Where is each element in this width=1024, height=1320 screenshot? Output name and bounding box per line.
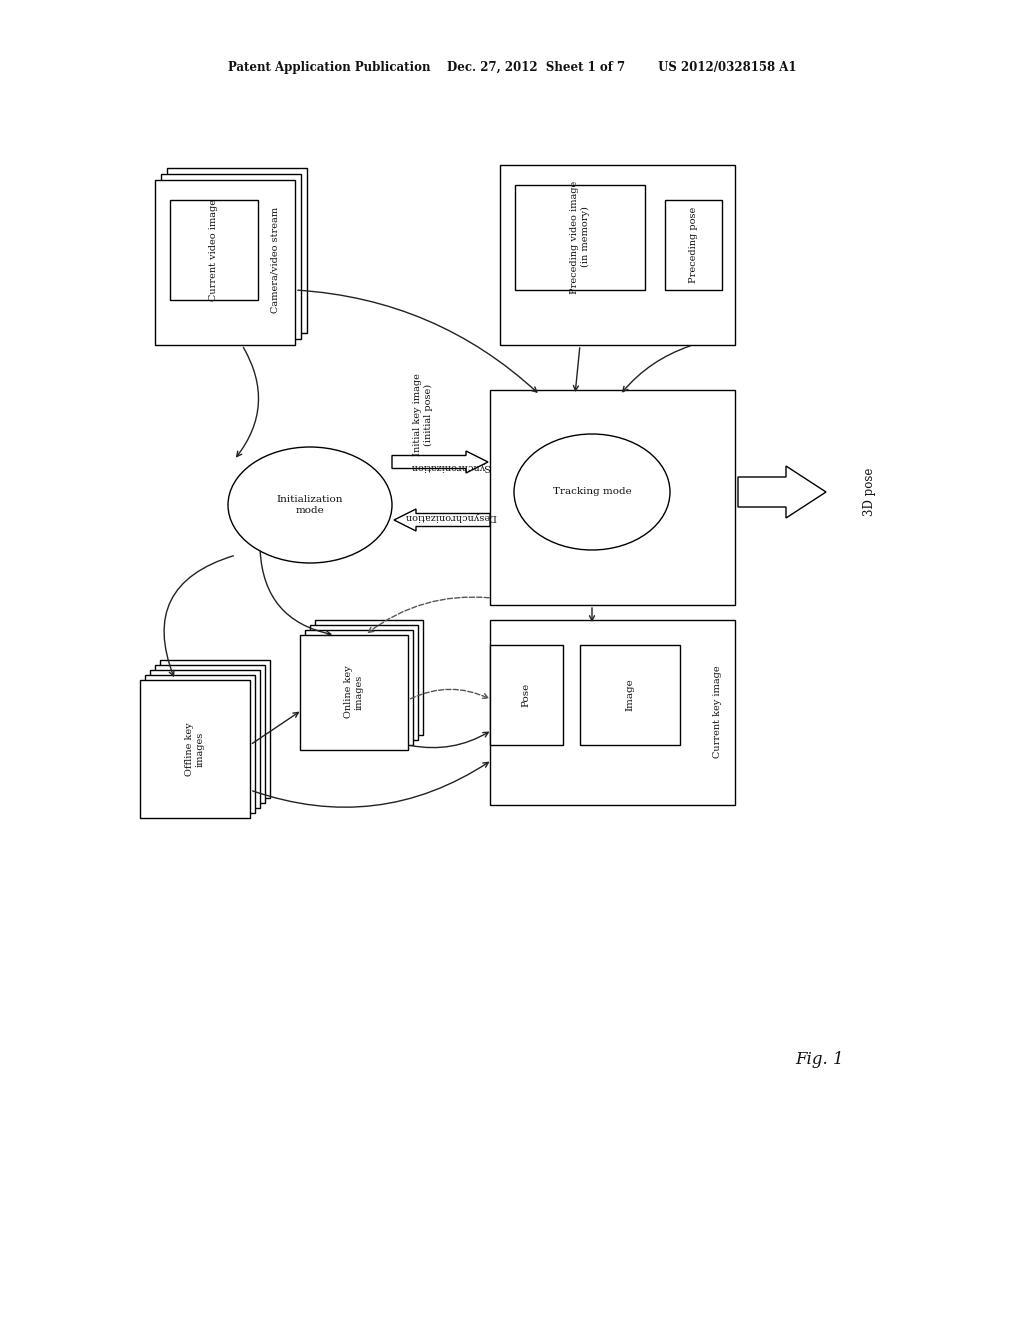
Bar — [140, 680, 250, 818]
Text: Synchronization: Synchronization — [410, 462, 490, 470]
Bar — [160, 660, 270, 799]
Text: Image: Image — [626, 678, 635, 711]
Bar — [167, 168, 307, 333]
Ellipse shape — [228, 447, 392, 564]
Bar — [490, 645, 563, 744]
Bar — [145, 675, 255, 813]
Text: Initialization
mode: Initialization mode — [276, 495, 343, 515]
Text: Fig. 1: Fig. 1 — [796, 1052, 845, 1068]
Text: 3D pose: 3D pose — [863, 467, 877, 516]
Text: Pose: Pose — [521, 682, 530, 708]
Text: Initial key image
(initial pose): Initial key image (initial pose) — [414, 374, 433, 457]
Bar — [170, 201, 258, 300]
Bar — [300, 635, 408, 750]
Text: Tracking mode: Tracking mode — [553, 487, 632, 496]
FancyArrow shape — [392, 451, 488, 473]
Text: Desynchronization: Desynchronization — [403, 511, 496, 520]
Text: Offline key
images: Offline key images — [185, 722, 205, 776]
Text: Preceding video image
(in memory): Preceding video image (in memory) — [570, 181, 590, 293]
Bar — [580, 645, 680, 744]
FancyArrow shape — [738, 466, 826, 517]
FancyArrow shape — [394, 510, 490, 531]
Bar — [155, 180, 295, 345]
Bar — [490, 389, 735, 605]
Bar — [500, 165, 735, 345]
Bar — [665, 201, 722, 290]
Bar — [490, 620, 735, 805]
Text: Online key
images: Online key images — [344, 665, 364, 718]
Bar — [150, 671, 260, 808]
Text: Current video image: Current video image — [210, 199, 218, 301]
Bar — [155, 665, 265, 803]
Text: Camera/video stream: Camera/video stream — [270, 207, 280, 313]
Text: Preceding pose: Preceding pose — [688, 207, 697, 282]
Ellipse shape — [514, 434, 670, 550]
Text: Current key image: Current key image — [713, 665, 722, 758]
Bar — [515, 185, 645, 290]
Bar — [310, 624, 418, 741]
Bar — [161, 174, 301, 339]
Bar — [305, 630, 413, 744]
Bar — [315, 620, 423, 735]
Text: Patent Application Publication    Dec. 27, 2012  Sheet 1 of 7        US 2012/032: Patent Application Publication Dec. 27, … — [227, 62, 797, 74]
